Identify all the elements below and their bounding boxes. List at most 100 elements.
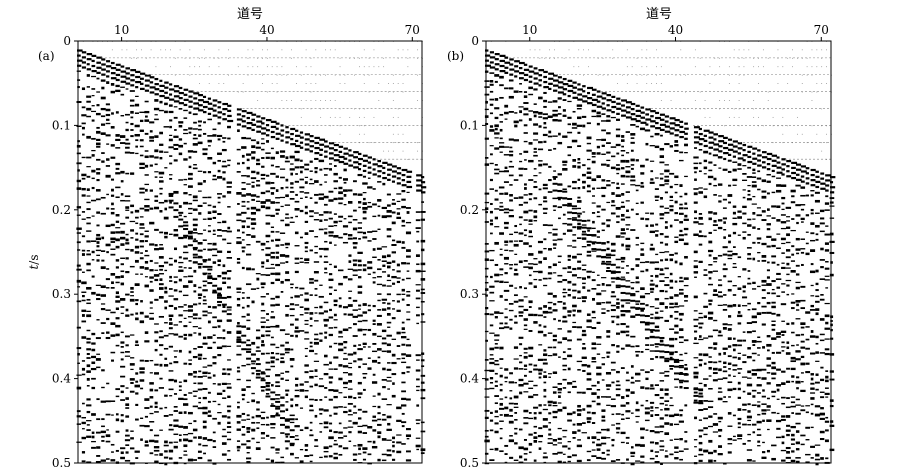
trace-peak (120, 193, 124, 196)
trace-peak (91, 88, 96, 90)
trace-peak (105, 174, 111, 178)
trace-peak (552, 391, 557, 394)
trace-peak (333, 356, 339, 359)
trace-peak (577, 83, 581, 86)
trace-peak (650, 120, 656, 123)
trace-peak (105, 336, 111, 340)
trace-peak (659, 213, 665, 216)
trace-peak (396, 208, 401, 210)
trace-peak (207, 258, 211, 261)
trace-peak (635, 189, 639, 192)
trace-peak (309, 215, 314, 218)
pre-arrival-noise (145, 57, 147, 59)
trace-peak (178, 261, 184, 264)
trace-peak (193, 395, 197, 397)
trace-peak (333, 187, 338, 190)
trace-peak (294, 318, 299, 321)
event-peak (601, 255, 607, 258)
trace-peak (655, 346, 659, 348)
trace-peak (120, 385, 125, 388)
trace-peak (187, 172, 193, 176)
trace-peak (406, 311, 411, 313)
trace-peak (630, 451, 636, 455)
trace-peak (358, 308, 361, 310)
trace-peak (644, 407, 650, 410)
trace-peak (587, 229, 590, 232)
trace-peak (664, 226, 668, 229)
trace-peak (96, 245, 100, 248)
trace-peak (717, 284, 723, 287)
trace-peak (732, 178, 738, 182)
trace-peak (582, 180, 586, 184)
trace-peak (524, 374, 527, 377)
trace-peak (115, 84, 120, 88)
trace-peak (105, 434, 111, 438)
trace-peak (338, 191, 343, 195)
trace-peak (304, 371, 309, 374)
trace-peak (679, 318, 683, 321)
trace-peak (547, 135, 553, 138)
trace-peak (115, 186, 121, 189)
trace-peak (106, 65, 112, 68)
trace-peak (513, 294, 518, 297)
trace-peak (352, 219, 358, 221)
event-peak (250, 367, 256, 370)
trace-peak (674, 457, 679, 460)
trace-peak (304, 312, 309, 314)
trace-peak (178, 138, 183, 141)
pre-arrival-noise (534, 49, 536, 51)
trace-peak (348, 327, 352, 329)
trace-peak (256, 162, 261, 166)
trace-peak (582, 282, 586, 285)
trace-peak (654, 426, 660, 428)
trace-peak (655, 253, 659, 256)
trace-peak (562, 445, 568, 448)
trace-peak (519, 286, 522, 289)
trace-peak (284, 418, 290, 421)
trace-peak (713, 194, 717, 196)
trace-peak (212, 261, 217, 264)
trace-peak (217, 138, 221, 141)
trace-peak (713, 319, 718, 322)
trace-peak (348, 420, 352, 422)
trace-peak (587, 436, 590, 440)
trace-peak (611, 155, 616, 158)
trace-peak (722, 253, 728, 256)
trace-peak (222, 118, 227, 121)
trace-peak (396, 280, 400, 284)
trace-peak (577, 186, 581, 190)
trace-peak (90, 367, 97, 371)
trace-peak (528, 235, 534, 238)
trace-peak (572, 226, 577, 229)
trace-peak (304, 364, 309, 367)
trace-peak (572, 437, 576, 439)
trace-peak (548, 422, 551, 424)
trace-peak (115, 231, 121, 234)
trace-peak (237, 366, 240, 369)
trace-peak (246, 225, 250, 228)
trace-peak (484, 330, 489, 333)
trace-peak (537, 240, 543, 244)
trace-peak (665, 290, 668, 293)
trace-peak (106, 331, 110, 334)
trace-peak (635, 421, 639, 423)
trace-peak (222, 107, 228, 111)
pre-arrival-noise (626, 66, 628, 68)
trace-peak (158, 287, 164, 290)
trace-peak (86, 250, 90, 252)
event-peak (659, 336, 665, 339)
trace-peak (343, 194, 347, 197)
trace-peak (159, 210, 163, 213)
trace-peak (324, 324, 328, 327)
trace-peak (543, 75, 548, 79)
trace-peak (328, 217, 333, 220)
trace-peak (314, 288, 318, 290)
trace-peak (362, 231, 367, 235)
trace-peak (504, 56, 509, 59)
event-peak (183, 228, 189, 231)
trace-peak (309, 341, 313, 344)
trace-peak (519, 455, 523, 459)
trace-peak (207, 438, 213, 442)
trace-peak (120, 358, 124, 361)
trace-peak (86, 195, 91, 197)
